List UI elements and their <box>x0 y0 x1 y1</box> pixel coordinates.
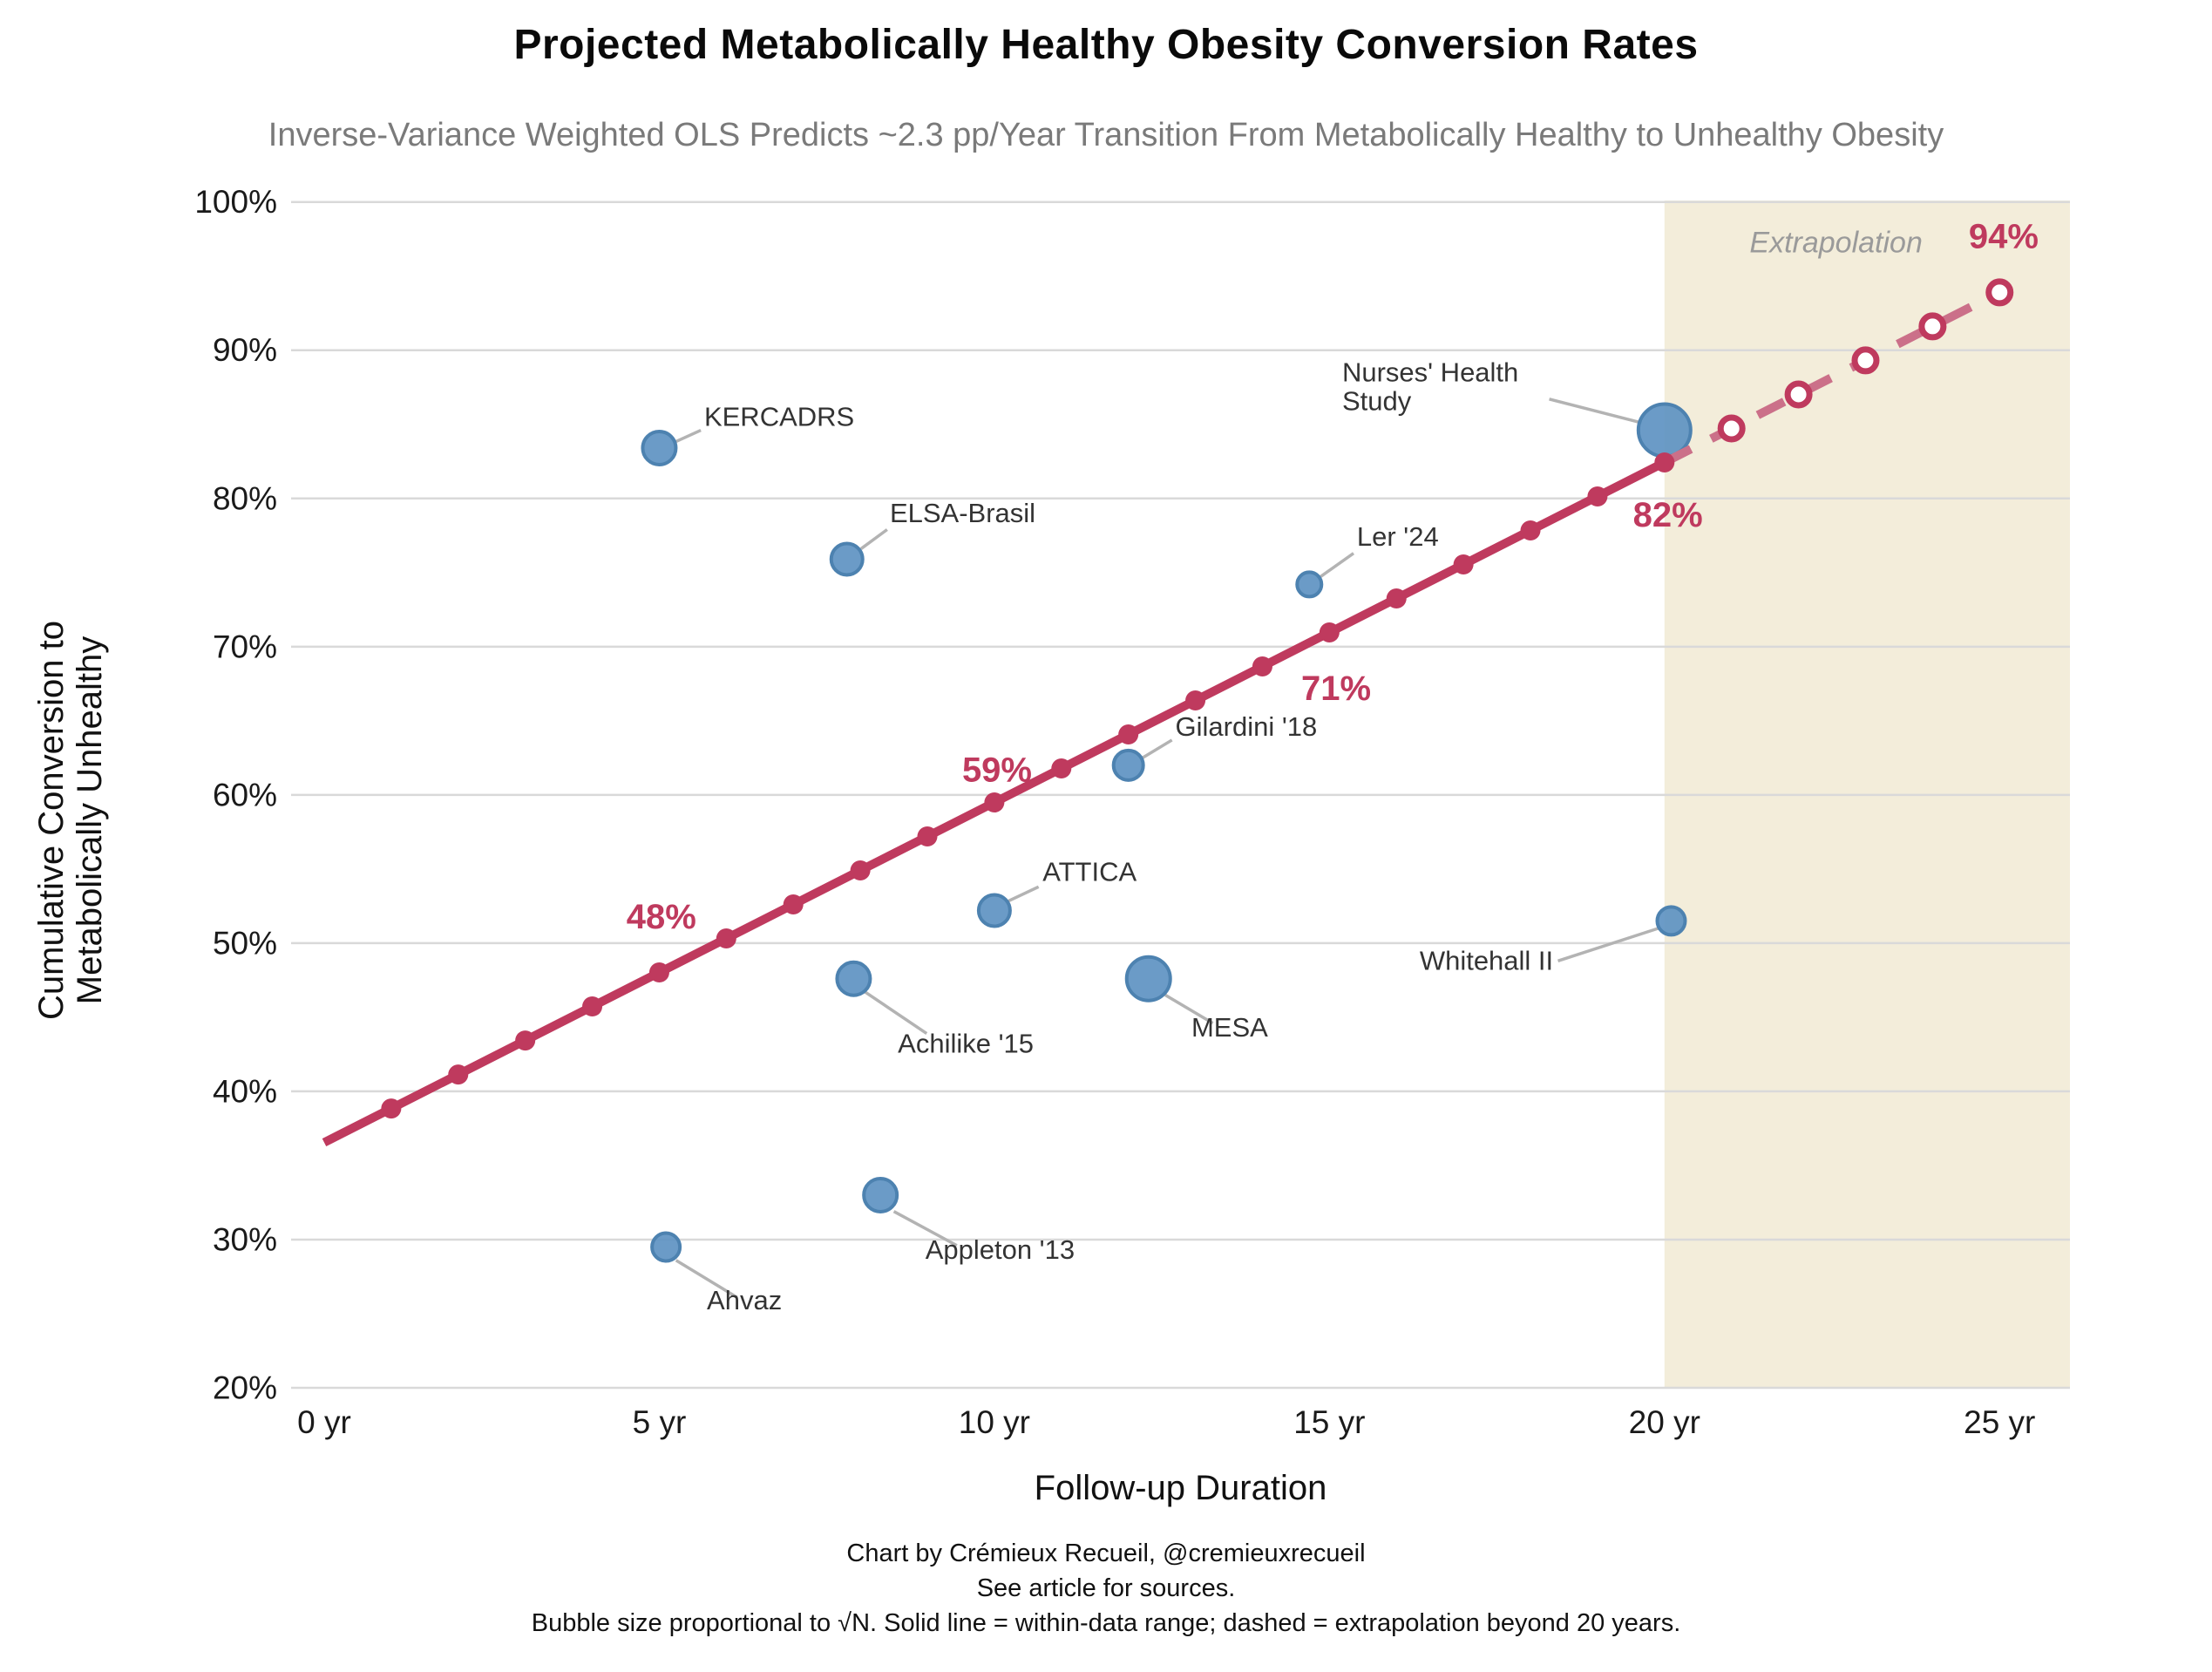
trend-marker-open <box>1918 312 1947 341</box>
leader-line <box>1319 552 1355 579</box>
leader-line <box>1141 738 1173 759</box>
leader-line <box>674 428 702 444</box>
y-tick-label: 50% <box>213 925 277 961</box>
y-tick-label: 80% <box>213 480 277 516</box>
x-tick-label: 10 yr <box>959 1404 1030 1440</box>
study-label: Appleton '13 <box>926 1234 1075 1265</box>
y-axis-title: Metabolically Unhealthy <box>71 636 109 1004</box>
chart-footer: Chart by Crémieux Recueil, @cremieuxrecu… <box>0 1536 2212 1641</box>
x-tick-label: 20 yr <box>1629 1404 1700 1440</box>
trend-marker-open <box>1784 380 1813 409</box>
y-tick-label: 100% <box>194 184 277 220</box>
trend-marker-solid <box>716 928 736 949</box>
x-tick-label: 15 yr <box>1293 1404 1365 1440</box>
footer-note: Bubble size proportional to √N. Solid li… <box>531 1609 1681 1637</box>
trend-marker-solid <box>1587 486 1608 506</box>
footer-credit: Chart by Crémieux Recueil, @cremieuxrecu… <box>846 1539 1366 1567</box>
trend-marker-solid <box>984 792 1005 813</box>
trend-marker-open <box>1851 346 1880 375</box>
study-bubble <box>829 541 865 577</box>
study-bubble <box>1655 905 1687 937</box>
footer-sources: See article for sources. <box>976 1574 1236 1602</box>
leader-line <box>892 1210 958 1247</box>
trend-marker-solid <box>448 1064 469 1085</box>
trend-marker-solid <box>783 894 804 915</box>
trend-value-label: 59% <box>962 751 1032 790</box>
study-label: MESA <box>1191 1012 1268 1043</box>
leader-line <box>1164 993 1214 1025</box>
leader-line <box>675 1259 738 1299</box>
trend-value-label: 71% <box>1301 669 1371 708</box>
leader-line <box>1549 398 1643 425</box>
study-bubble <box>1295 570 1324 599</box>
study-label: Ahvaz <box>707 1285 782 1315</box>
trend-marker-solid <box>648 962 669 983</box>
trend-marker-open <box>1985 278 2014 307</box>
study-label: Whitehall II <box>1420 945 1553 975</box>
y-tick-label: 20% <box>213 1370 277 1406</box>
study-label: Study <box>1342 385 1412 416</box>
study-bubble <box>835 960 872 997</box>
study-label: Ler '24 <box>1357 521 1439 552</box>
trend-marker-solid <box>1386 588 1407 608</box>
trend-marker-solid <box>515 1030 536 1051</box>
trend-marker-solid <box>1118 724 1139 745</box>
study-label: ELSA-Brasil <box>890 498 1035 528</box>
trend-marker-solid <box>582 996 603 1017</box>
x-axis-title: Follow-up Duration <box>1035 1469 1327 1507</box>
extrapolation-label: Extrapolation <box>1749 227 1922 260</box>
study-label: Gilardini '18 <box>1176 711 1318 742</box>
study-bubble <box>641 429 678 466</box>
leader-line <box>862 989 928 1036</box>
x-tick-label: 25 yr <box>1964 1404 2035 1440</box>
trend-marker-solid <box>850 860 871 881</box>
chart-subtitle: Inverse-Variance Weighted OLS Predicts ~… <box>268 117 1944 153</box>
trend-marker-solid <box>1654 452 1675 472</box>
y-tick-label: 60% <box>213 777 277 812</box>
study-label: KERCADRS <box>704 401 854 432</box>
x-tick-label: 5 yr <box>633 1404 687 1440</box>
leader-line <box>1557 927 1659 962</box>
y-tick-label: 70% <box>213 629 277 664</box>
study-label: ATTICA <box>1042 856 1137 887</box>
trend-marker-solid <box>381 1098 402 1119</box>
trend-marker-solid <box>1319 622 1340 642</box>
study-label: Nurses' Health <box>1342 357 1518 387</box>
y-tick-label: 90% <box>213 332 277 368</box>
leader-line <box>859 528 888 550</box>
trend-marker-open <box>1717 414 1746 443</box>
study-bubble <box>650 1231 682 1263</box>
y-tick-label: 40% <box>213 1073 277 1109</box>
study-bubble <box>976 893 1012 928</box>
trend-value-label: 48% <box>627 898 696 936</box>
leader-line <box>1006 885 1040 903</box>
trend-marker-solid <box>1051 758 1072 779</box>
trend-marker-solid <box>1520 520 1541 540</box>
trend-marker-solid <box>1453 554 1474 574</box>
trend-marker-solid <box>1185 690 1206 711</box>
y-axis-title: Cumulative Conversion to <box>32 621 71 1020</box>
study-bubble <box>1111 748 1145 782</box>
trend-marker-solid <box>917 826 938 847</box>
study-bubble <box>1124 955 1172 1003</box>
trend-value-label: 82% <box>1633 496 1703 534</box>
chart-title: Projected Metabolically Healthy Obesity … <box>513 22 1699 68</box>
x-tick-label: 0 yr <box>297 1404 351 1440</box>
study-bubble <box>862 1176 899 1213</box>
trend-value-label: 94% <box>1969 218 2039 256</box>
y-tick-label: 30% <box>213 1221 277 1257</box>
study-label: Achilike '15 <box>898 1029 1034 1059</box>
trend-marker-solid <box>1252 656 1272 676</box>
